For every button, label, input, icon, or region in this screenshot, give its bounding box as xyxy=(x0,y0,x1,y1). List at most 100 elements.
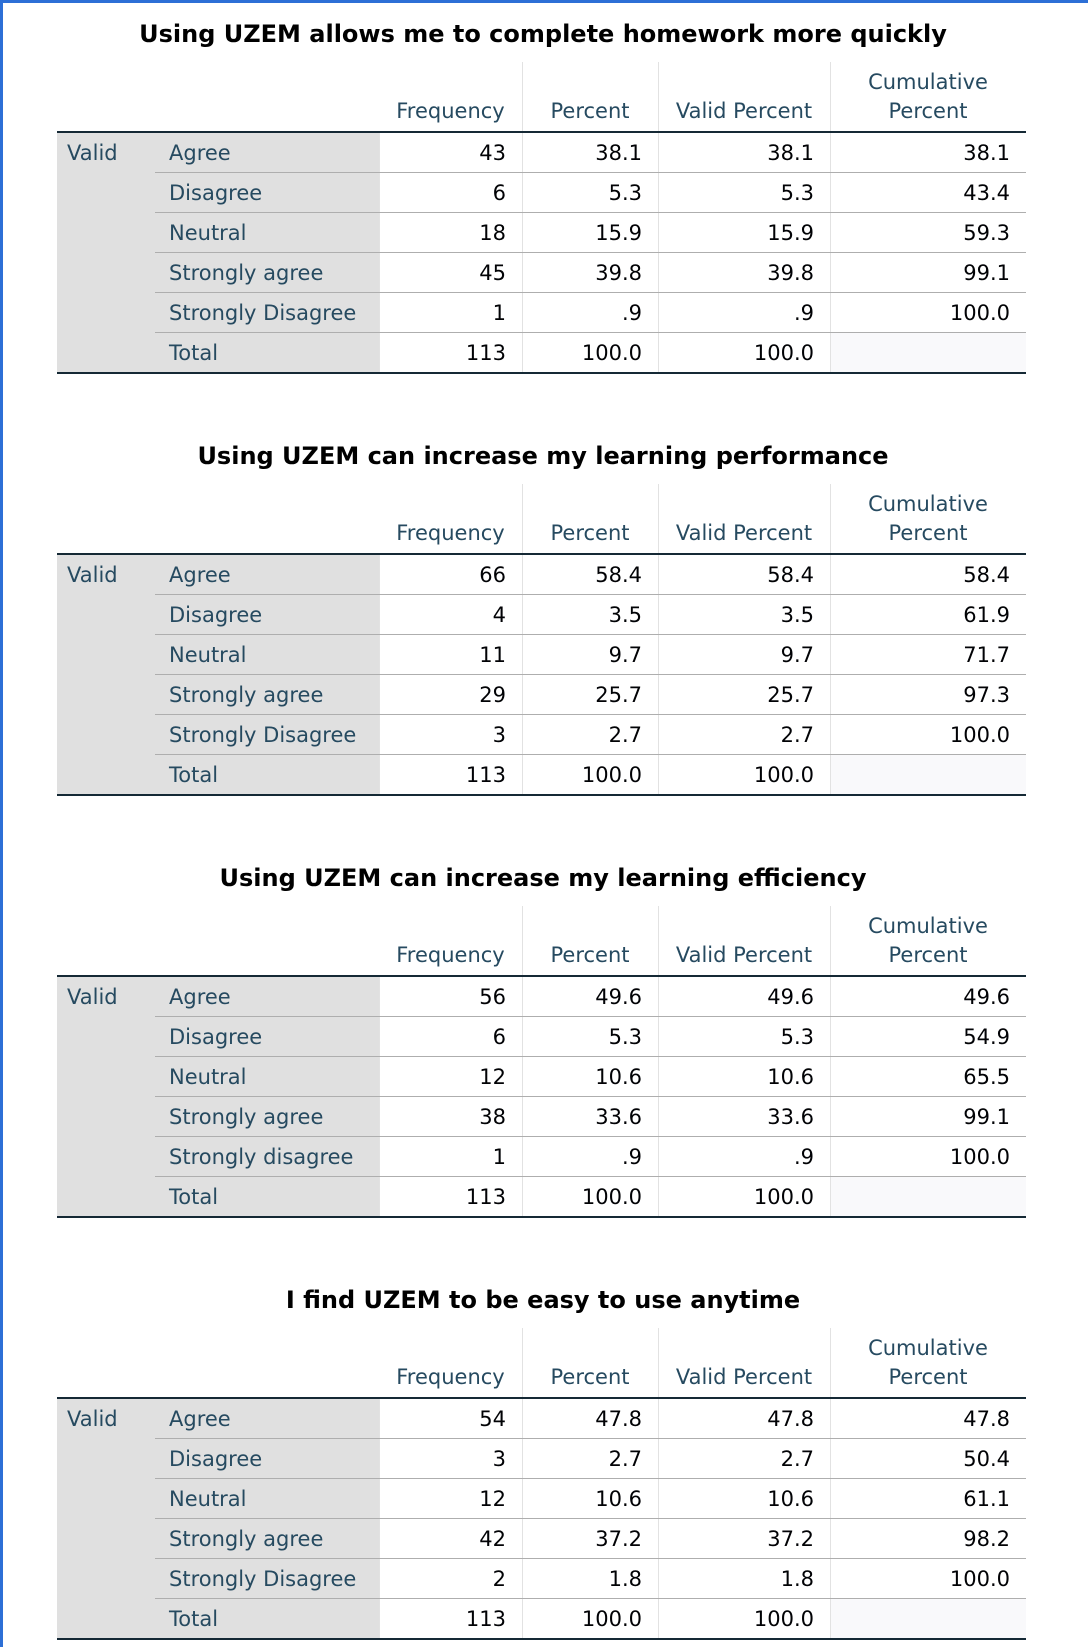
cell: 43.4 xyxy=(830,173,1026,213)
table-title: Using UZEM can increase my learning perf… xyxy=(197,442,889,470)
column-divider xyxy=(658,62,659,132)
row-rule xyxy=(155,1096,1026,1097)
row-rule xyxy=(155,634,1026,635)
row-rule xyxy=(155,674,1026,675)
cell: .9 xyxy=(658,293,830,333)
column-header: Percent xyxy=(550,1365,630,1389)
cell: 54.9 xyxy=(830,1017,1026,1057)
cell: 100.0 xyxy=(658,1177,830,1217)
column-header: Frequency xyxy=(396,943,505,967)
cell: 45 xyxy=(379,253,522,293)
cell: 15.9 xyxy=(522,213,658,253)
column-divider xyxy=(522,62,523,132)
cell: 100.0 xyxy=(658,1599,830,1639)
row-rule xyxy=(155,332,1026,333)
cell: 1 xyxy=(379,1137,522,1177)
column-divider xyxy=(522,906,523,976)
cell: 33.6 xyxy=(522,1097,658,1137)
cell: 39.8 xyxy=(658,253,830,293)
row-label: Strongly Disagree xyxy=(169,723,357,747)
cell: 99.1 xyxy=(830,253,1026,293)
cell: 5.3 xyxy=(658,1017,830,1057)
group-label: Valid xyxy=(67,563,118,587)
cell: 71.7 xyxy=(830,635,1026,675)
cell: 100.0 xyxy=(522,755,658,795)
cell: 6 xyxy=(379,173,522,213)
row-rule xyxy=(155,1518,1026,1519)
cell: 10.6 xyxy=(522,1479,658,1519)
cell: 10.6 xyxy=(522,1057,658,1097)
header-rule xyxy=(57,553,1026,555)
row-label: Disagree xyxy=(169,1447,263,1471)
column-header: Frequency xyxy=(396,521,505,545)
row-rule xyxy=(155,1478,1026,1479)
cell: 66 xyxy=(379,555,522,595)
cell: 5.3 xyxy=(522,1017,658,1057)
cell: 38.1 xyxy=(830,133,1026,173)
cell: 49.6 xyxy=(830,977,1026,1017)
group-label: Valid xyxy=(67,141,118,165)
cell: 9.7 xyxy=(658,635,830,675)
row-label: Strongly agree xyxy=(169,1105,324,1129)
row-label: Agree xyxy=(169,563,231,587)
stub-background xyxy=(57,1399,379,1639)
stub-background xyxy=(57,977,379,1217)
bottom-rule xyxy=(57,794,1026,796)
cell: 10.6 xyxy=(658,1479,830,1519)
cell: 10.6 xyxy=(658,1057,830,1097)
cell: 113 xyxy=(379,1177,522,1217)
cell: 113 xyxy=(379,755,522,795)
cell: 38.1 xyxy=(522,133,658,173)
row-label: Neutral xyxy=(169,643,247,667)
cell: 47.8 xyxy=(658,1399,830,1439)
column-divider xyxy=(830,1328,831,1398)
group-label: Valid xyxy=(67,1407,118,1431)
row-label: Disagree xyxy=(169,603,263,627)
cell: 2.7 xyxy=(522,1439,658,1479)
table-title: Using UZEM allows me to complete homewor… xyxy=(139,20,947,48)
bottom-rule xyxy=(57,372,1026,374)
cell: 37.2 xyxy=(522,1519,658,1559)
cell: 113 xyxy=(379,1599,522,1639)
row-label: Disagree xyxy=(169,181,263,205)
stub-background xyxy=(57,133,379,373)
row-label: Neutral xyxy=(169,221,247,245)
column-header: Valid Percent xyxy=(675,99,813,123)
cell: 2.7 xyxy=(522,715,658,755)
row-rule xyxy=(155,172,1026,173)
column-divider xyxy=(522,1328,523,1398)
cell: .9 xyxy=(658,1137,830,1177)
cell: 100.0 xyxy=(522,1599,658,1639)
column-divider xyxy=(830,906,831,976)
column-divider xyxy=(522,484,523,554)
row-label: Strongly disagree xyxy=(169,1145,354,1169)
row-label: Strongly Disagree xyxy=(169,1567,357,1591)
bottom-rule xyxy=(57,1216,1026,1218)
cell: 47.8 xyxy=(830,1399,1026,1439)
row-label: Neutral xyxy=(169,1487,247,1511)
group-label: Valid xyxy=(67,985,118,1009)
row-rule xyxy=(155,1136,1026,1137)
row-rule xyxy=(155,292,1026,293)
cell: .9 xyxy=(522,1137,658,1177)
column-header: Percent xyxy=(550,521,630,545)
table-title: Using UZEM can increase my learning effi… xyxy=(219,864,867,892)
cell: 43 xyxy=(379,133,522,173)
cell xyxy=(830,333,1026,373)
row-label: Total xyxy=(169,1185,219,1209)
column-header: Valid Percent xyxy=(675,521,813,545)
row-label: Agree xyxy=(169,141,231,165)
column-divider xyxy=(658,1328,659,1398)
cell: 99.1 xyxy=(830,1097,1026,1137)
row-rule xyxy=(155,212,1026,213)
cell: .9 xyxy=(522,293,658,333)
cell: 49.6 xyxy=(522,977,658,1017)
row-rule xyxy=(155,1598,1026,1599)
cell: 100.0 xyxy=(830,1559,1026,1599)
column-header: Frequency xyxy=(396,99,505,123)
cell: 100.0 xyxy=(830,1137,1026,1177)
cell: 98.2 xyxy=(830,1519,1026,1559)
cell: 49.6 xyxy=(658,977,830,1017)
row-rule xyxy=(155,714,1026,715)
column-divider xyxy=(830,62,831,132)
